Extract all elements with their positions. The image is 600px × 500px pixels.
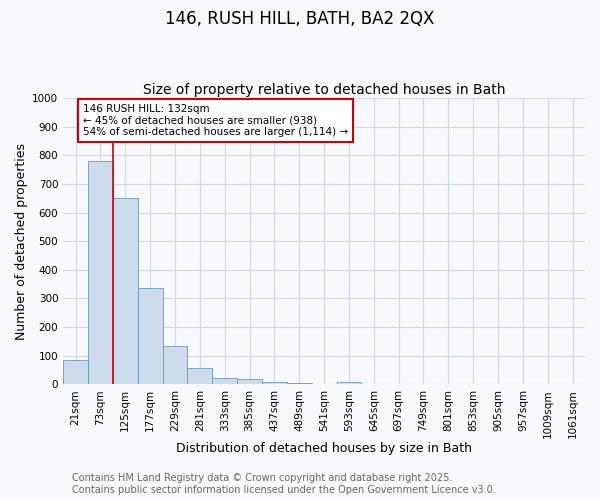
Bar <box>63 360 88 384</box>
Bar <box>337 382 361 384</box>
Bar <box>262 382 287 384</box>
Text: 146 RUSH HILL: 132sqm
← 45% of detached houses are smaller (938)
54% of semi-det: 146 RUSH HILL: 132sqm ← 45% of detached … <box>83 104 348 137</box>
Bar <box>237 379 262 384</box>
Title: Size of property relative to detached houses in Bath: Size of property relative to detached ho… <box>143 83 505 97</box>
Text: 146, RUSH HILL, BATH, BA2 2QX: 146, RUSH HILL, BATH, BA2 2QX <box>166 10 434 28</box>
Bar <box>287 383 311 384</box>
Bar <box>88 161 113 384</box>
Bar <box>212 378 237 384</box>
Bar <box>113 198 138 384</box>
Bar <box>163 346 187 385</box>
X-axis label: Distribution of detached houses by size in Bath: Distribution of detached houses by size … <box>176 442 472 455</box>
Bar <box>187 368 212 384</box>
Bar <box>138 288 163 384</box>
Text: Contains HM Land Registry data © Crown copyright and database right 2025.
Contai: Contains HM Land Registry data © Crown c… <box>72 474 496 495</box>
Y-axis label: Number of detached properties: Number of detached properties <box>15 143 28 340</box>
